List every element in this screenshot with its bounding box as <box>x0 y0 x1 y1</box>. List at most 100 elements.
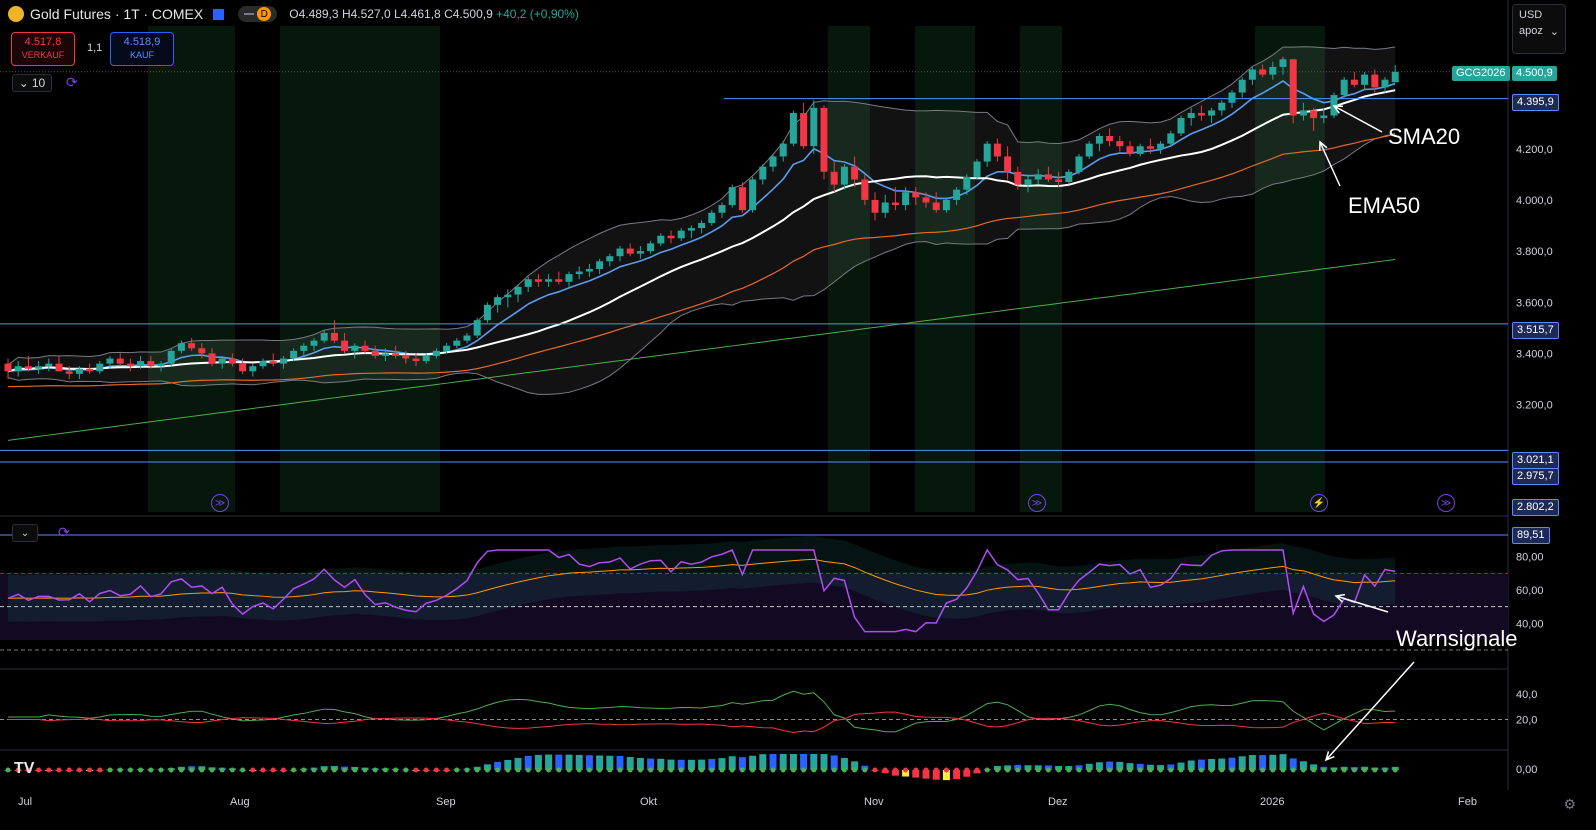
squeeze-dot <box>1025 767 1031 773</box>
histogram-bar <box>514 757 522 770</box>
candle-body <box>953 189 961 200</box>
squeeze-dot <box>56 767 62 773</box>
last-price-label: 4.500,9 <box>1512 66 1557 81</box>
candle-body <box>545 279 553 282</box>
currency-selector[interactable]: USD apoz ⌄ <box>1512 4 1566 54</box>
hline-label-4[interactable]: 2.975,7 <box>1512 468 1559 485</box>
histogram-bar <box>626 756 634 770</box>
candle-body <box>463 335 471 341</box>
hline-label-3[interactable]: 3.021,1 <box>1512 452 1559 469</box>
candle-body <box>759 166 767 180</box>
histogram-bar <box>963 770 971 777</box>
squeeze-dot <box>1331 767 1337 773</box>
candle-body <box>188 343 196 349</box>
squeeze-dot <box>913 767 919 773</box>
histogram-bar <box>728 756 736 770</box>
pane-sync-icon[interactable]: ⟳ <box>58 524 70 540</box>
candle-body <box>942 199 950 211</box>
candle-body <box>840 166 848 185</box>
candle-body <box>1340 79 1348 96</box>
squeeze-dot <box>607 767 613 773</box>
change-value: +40,2 (+0,90%) <box>496 7 579 21</box>
histogram-bar <box>749 755 757 770</box>
histogram-bar <box>565 754 573 770</box>
market-status-pill[interactable]: D <box>238 6 278 22</box>
histogram-bar <box>1218 758 1226 770</box>
histogram-bar <box>779 754 787 770</box>
histogram-bar <box>585 755 593 770</box>
squeeze-dot <box>454 767 460 773</box>
squeeze-dot <box>219 767 225 773</box>
candle-body <box>830 171 838 185</box>
candle-body <box>993 143 1001 157</box>
time-axis-label: Nov <box>864 796 884 808</box>
ohlc-readout: O4.489,3 H4.527,0 L4.461,8 C4.500,9 +40,… <box>289 7 579 21</box>
candle-body <box>708 212 716 223</box>
gear-icon[interactable]: ⚙ <box>1563 796 1576 812</box>
sell-button[interactable]: 4.517,8 VERKAUF <box>11 32 75 66</box>
rsi-level-label[interactable]: 89,51 <box>1512 527 1550 544</box>
histogram-bar <box>575 754 583 770</box>
candle-body <box>269 361 277 364</box>
squeeze-dot <box>280 767 286 773</box>
lightning-event-icon[interactable]: ⚡ <box>1310 494 1328 512</box>
annotation-arrowhead <box>1324 751 1335 762</box>
candle-body <box>973 161 981 177</box>
candle-body <box>1065 171 1073 183</box>
squeeze-dot <box>484 767 490 773</box>
annotation-arrowhead <box>1319 140 1328 152</box>
squeeze-dot <box>1168 767 1174 773</box>
squeeze-dot <box>158 767 164 773</box>
close-value: C4.500,9 <box>444 7 493 21</box>
squeeze-dot <box>107 767 113 773</box>
symbol-title[interactable]: Gold Futures · 1T · COMEX <box>30 6 204 22</box>
candle-body <box>55 363 63 372</box>
candle-body <box>157 363 165 367</box>
histogram-bar <box>1299 761 1307 770</box>
candle-body <box>1085 143 1093 157</box>
squeeze-dot <box>1107 767 1113 773</box>
pane-collapse-button[interactable]: ⌄ <box>12 524 38 542</box>
candle-body <box>422 355 430 362</box>
squeeze-dot <box>1351 767 1357 773</box>
candle-body <box>198 348 206 354</box>
squeeze-dot <box>1188 767 1194 773</box>
event-icon[interactable]: ≫ <box>211 494 229 512</box>
candle-body <box>290 350 298 359</box>
time-axis-label: 2026 <box>1260 796 1284 808</box>
candle-body <box>1055 179 1063 183</box>
histogram-bar <box>1187 760 1195 770</box>
event-icon[interactable]: ≫ <box>1028 494 1046 512</box>
candle-body <box>912 192 920 198</box>
annotation-arrow <box>1325 661 1415 761</box>
squeeze-dot <box>1260 767 1266 773</box>
hline-label-5[interactable]: 2.802,2 <box>1512 499 1559 516</box>
candle-body <box>45 363 53 367</box>
event-icon[interactable]: ≫ <box>1437 494 1455 512</box>
price-tick-label: 4.000,0 <box>1516 195 1553 207</box>
candle-body <box>116 358 124 364</box>
candle-body <box>1310 110 1318 119</box>
squeeze-dot <box>1158 767 1164 773</box>
candle-body <box>249 366 257 372</box>
squeeze-dot <box>1086 767 1092 773</box>
candle-body <box>218 358 226 364</box>
dmi-tick-label: 40,0 <box>1516 689 1537 701</box>
histogram-bar <box>800 754 808 770</box>
hline-label-1[interactable]: 4.395,9 <box>1512 94 1559 111</box>
candle-body <box>1208 110 1216 116</box>
histogram-bar <box>1177 762 1185 770</box>
candle-body <box>137 361 145 367</box>
candle-body <box>453 340 461 346</box>
hline-label-2[interactable]: 3.515,7 <box>1512 322 1559 339</box>
sync-icon[interactable]: ⟳ <box>66 74 78 90</box>
indicator-collapse-button[interactable]: ⌄ 10 <box>12 74 52 92</box>
candle-body <box>1136 146 1144 154</box>
squeeze-dot <box>719 767 725 773</box>
squeeze-dot <box>954 767 960 773</box>
flag-icon[interactable] <box>213 8 225 20</box>
buy-button[interactable]: 4.518,9 KAUF <box>110 32 174 66</box>
sell-price: 4.517,8 <box>24 36 62 48</box>
candle-body <box>1228 92 1236 103</box>
